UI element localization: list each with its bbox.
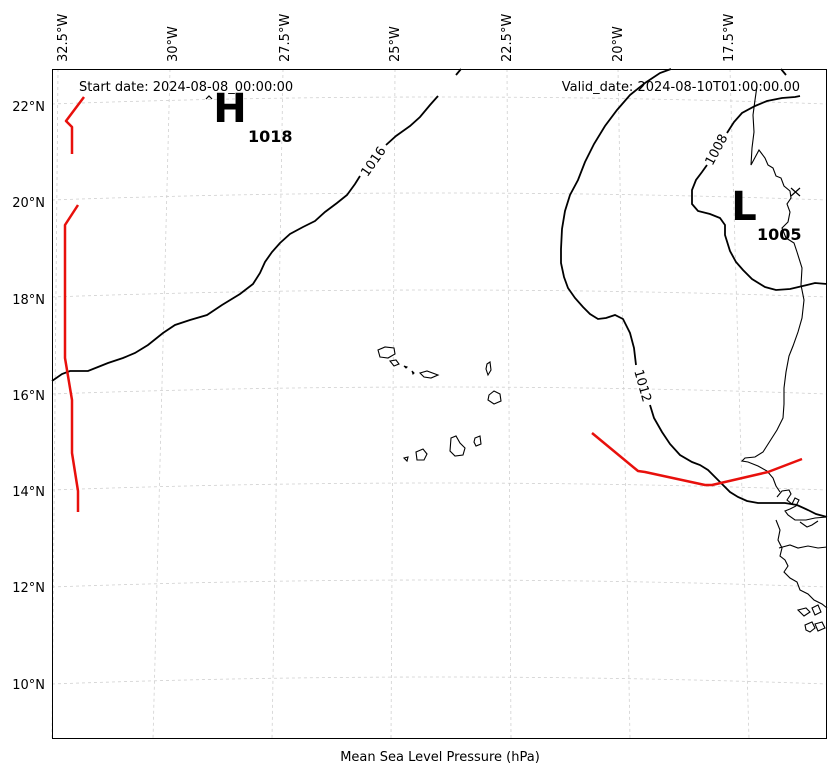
latitude-ticks: 22°N 20°N 18°N 16°N 14°N 12°N 10°N bbox=[12, 100, 45, 693]
lat-tick-label: 10°N bbox=[12, 678, 45, 693]
longitude-ticks: 32.5°W 30°W 27.5°W 25°W 22.5°W 20°W 17.5… bbox=[56, 14, 737, 62]
lon-tick-label: 17.5°W bbox=[722, 14, 737, 62]
parallel-line bbox=[51, 482, 828, 491]
front-segment bbox=[64, 96, 85, 154]
islet bbox=[814, 621, 826, 632]
isobar-1012 bbox=[560, 68, 672, 366]
islet bbox=[804, 621, 816, 633]
valid-date-label: Valid_date: 2024-08-10T01:00:00.00 bbox=[562, 80, 800, 95]
map-frame bbox=[52, 69, 827, 739]
isobar-1008 bbox=[691, 164, 828, 291]
coastline-segment bbox=[776, 489, 828, 521]
island bbox=[377, 346, 396, 359]
isobar-1016 bbox=[385, 95, 439, 146]
low-pressure-center: L 1005 bbox=[731, 184, 801, 244]
lat-tick-label: 14°N bbox=[12, 485, 45, 500]
islet bbox=[796, 607, 811, 617]
island bbox=[402, 456, 409, 463]
lon-tick-label: 22.5°W bbox=[500, 14, 515, 62]
start-date-label: Start date: 2024-08-08_00:00:00 bbox=[79, 80, 293, 95]
fronts bbox=[63, 96, 803, 512]
lat-tick-label: 22°N bbox=[12, 100, 45, 115]
map-background bbox=[52, 69, 827, 739]
lat-tick-label: 16°N bbox=[12, 389, 45, 404]
lon-tick-label: 25°W bbox=[388, 26, 403, 62]
parallel-line bbox=[51, 676, 828, 685]
cape-verde-islands bbox=[377, 346, 502, 463]
island bbox=[473, 435, 482, 447]
island bbox=[415, 448, 428, 461]
parallel-line bbox=[51, 579, 828, 588]
isobars bbox=[51, 68, 828, 518]
lat-tick-label: 12°N bbox=[12, 581, 45, 596]
island bbox=[411, 370, 415, 376]
isobar-1008 bbox=[726, 95, 801, 134]
meridian-line bbox=[617, 68, 631, 740]
coastline-segment bbox=[778, 544, 828, 549]
island bbox=[403, 365, 409, 369]
lat-tick-label: 18°N bbox=[12, 293, 45, 308]
africa-coastline bbox=[740, 85, 828, 633]
parallel-line bbox=[51, 96, 828, 105]
front-segment bbox=[591, 432, 803, 487]
meridian-line bbox=[152, 68, 171, 740]
lat-tick-label: 20°N bbox=[12, 196, 45, 211]
island bbox=[485, 361, 492, 377]
front-segment bbox=[63, 204, 80, 512]
high-letter: H bbox=[213, 86, 246, 132]
low-marker-icon bbox=[790, 187, 801, 197]
meridian-line bbox=[271, 68, 284, 740]
graticule bbox=[51, 68, 828, 740]
parallel-line bbox=[51, 289, 828, 298]
chart-footer-label: Mean Sea Level Pressure (hPa) bbox=[340, 750, 540, 765]
island bbox=[418, 370, 440, 379]
meridian-line bbox=[390, 68, 396, 740]
map-area: 1016 1012 1008 H 1018 L 1005 Start date:… bbox=[51, 68, 828, 740]
high-pressure-center: H 1018 bbox=[205, 86, 293, 146]
coastline-segment bbox=[799, 520, 819, 528]
parallel-line bbox=[51, 192, 828, 201]
island bbox=[449, 435, 466, 457]
meridian-line bbox=[729, 68, 750, 740]
island bbox=[487, 390, 502, 405]
low-pressure-value: 1005 bbox=[757, 225, 802, 244]
coastline-segment bbox=[740, 85, 805, 493]
high-pressure-value: 1018 bbox=[248, 127, 293, 146]
lon-tick-label: 30°W bbox=[166, 26, 181, 62]
low-letter: L bbox=[731, 184, 757, 230]
coastline-segment bbox=[775, 519, 828, 609]
islet bbox=[811, 604, 822, 616]
lon-tick-label: 32.5°W bbox=[56, 14, 71, 62]
parallel-line bbox=[51, 386, 828, 395]
high-marker-icon bbox=[205, 95, 213, 100]
island bbox=[388, 359, 400, 367]
lon-tick-label: 27.5°W bbox=[278, 14, 293, 62]
isobar-1012 bbox=[649, 404, 828, 518]
lon-tick-label: 20°W bbox=[611, 26, 626, 62]
isobar-1016 bbox=[51, 175, 361, 382]
meridian-line bbox=[506, 68, 512, 740]
